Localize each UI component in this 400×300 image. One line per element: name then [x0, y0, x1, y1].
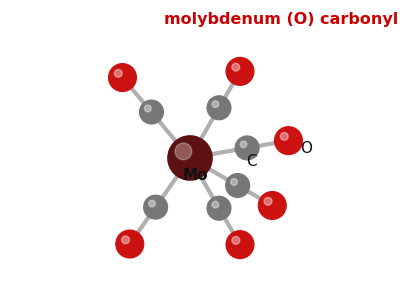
Circle shape	[232, 236, 240, 244]
Circle shape	[240, 141, 247, 148]
Circle shape	[232, 63, 240, 71]
Circle shape	[207, 96, 231, 120]
Circle shape	[274, 127, 302, 154]
Circle shape	[258, 191, 286, 220]
Circle shape	[108, 64, 136, 92]
Circle shape	[226, 173, 250, 197]
Text: C: C	[246, 154, 256, 169]
Circle shape	[122, 236, 130, 244]
Circle shape	[116, 230, 144, 258]
Circle shape	[212, 101, 219, 107]
Circle shape	[212, 201, 219, 208]
Text: molybdenum (O) carbonyl: molybdenum (O) carbonyl	[164, 12, 398, 27]
Circle shape	[149, 200, 155, 207]
Circle shape	[226, 57, 254, 86]
Circle shape	[235, 136, 259, 160]
Circle shape	[226, 231, 254, 259]
Circle shape	[140, 100, 164, 124]
Circle shape	[144, 105, 151, 112]
Text: O: O	[300, 141, 312, 156]
Circle shape	[280, 133, 288, 140]
Circle shape	[264, 197, 272, 205]
Circle shape	[231, 178, 237, 185]
Text: Mo: Mo	[182, 169, 208, 184]
Circle shape	[144, 195, 168, 219]
Circle shape	[168, 136, 212, 180]
Circle shape	[207, 196, 231, 220]
Circle shape	[114, 69, 122, 77]
Circle shape	[175, 143, 192, 160]
